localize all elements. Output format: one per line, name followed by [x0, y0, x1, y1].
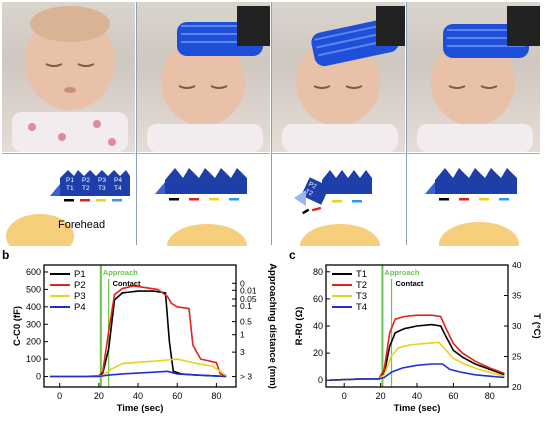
- schematic-1: Forehead P1 T1 P2 T2 P3 T3 P4 T4: [2, 153, 135, 258]
- right-tick-label: 30: [512, 321, 522, 331]
- x-tick-label: 0: [57, 391, 62, 401]
- tilted-label-t2: T2: [304, 188, 314, 198]
- legend-label-t4: T4: [356, 302, 367, 313]
- right-tick-label: > 3: [240, 372, 252, 382]
- series-line-p2: [49, 285, 227, 378]
- legend-label-p4: P4: [74, 302, 86, 313]
- series-line-p4: [49, 370, 227, 378]
- schematic-3: P2 T2: [272, 153, 405, 268]
- x-tick-label: 40: [133, 391, 143, 401]
- baby-photo-1: [2, 2, 135, 152]
- legend-label-t2: T2: [356, 280, 367, 291]
- sensor-label-p4: P4: [114, 177, 122, 184]
- y-tick-label: 200: [26, 337, 41, 347]
- right-tick-label: 3: [240, 347, 245, 357]
- series-line-t4: [329, 363, 505, 381]
- right-tick-label: 0.01: [240, 285, 257, 295]
- right-tick-label: 20: [512, 382, 522, 392]
- y-tick-label: 500: [26, 284, 41, 294]
- y-tick-label: 600: [26, 267, 41, 277]
- legend-label-p2: P2: [74, 280, 86, 291]
- contact-annotation: Contact: [113, 279, 141, 288]
- y-tick-label: 80: [313, 267, 323, 277]
- x-tick-label: 80: [211, 391, 221, 401]
- y-tick-label: 60: [313, 294, 323, 304]
- sensor-label-t3: T3: [98, 185, 106, 192]
- schematic-svg-1: Forehead P1 T1 P2 T2 P3 T3 P4 T4: [6, 170, 130, 258]
- right-tick-label: 0.5: [240, 317, 252, 327]
- schematic-svg-2: [155, 168, 247, 268]
- schematic-svg-4: [425, 168, 519, 266]
- right-tick-label: 40: [512, 260, 522, 270]
- schematic-svg-3: P2 T2: [294, 170, 380, 268]
- y-tick-label: 100: [26, 354, 41, 364]
- legend-label-t3: T3: [356, 291, 367, 302]
- chart-b: 0 20 40 60 80010020030040050060000.010.050.1…: [12, 263, 278, 414]
- x-tick-label: 80: [485, 391, 495, 401]
- panel-divider-3: [406, 2, 407, 245]
- approach-annotation: Approach: [384, 268, 419, 277]
- baby-illustration-2: [147, 6, 270, 152]
- chart-c: 0 20 40 60 80 0 20 40 60 80 20 25 30 35 40 Time (sec) R-…: [294, 260, 542, 414]
- x-axis-label: Time (sec): [117, 403, 164, 414]
- panel-divider-2: [271, 2, 272, 245]
- sensor-label-p1: P1: [66, 177, 74, 184]
- y-tick-label: 0: [36, 372, 41, 382]
- y-tick-label: 20: [313, 348, 323, 358]
- sensor-label-t4: T4: [114, 185, 122, 192]
- sensor-label-t1: T1: [66, 185, 74, 192]
- contact-annotation: Contact: [396, 279, 424, 288]
- legend-label-p3: P3: [74, 291, 86, 302]
- baby-illustration-3: [282, 6, 405, 152]
- baby-illustration-4: [417, 6, 540, 152]
- forehead-label: Forehead: [58, 219, 105, 231]
- tilted-label-p2: P2: [307, 181, 318, 191]
- sensor-label-p2: P2: [82, 177, 90, 184]
- legend-label-p1: P1: [74, 269, 86, 280]
- schematic-4: [407, 153, 540, 266]
- y-axis-label: R-R0 (Ω): [294, 307, 305, 346]
- baby-photo-2: [137, 2, 270, 152]
- y-tick-label: 40: [313, 321, 323, 331]
- baby-photo-3: [272, 2, 405, 152]
- y-tick-label: 300: [26, 319, 41, 329]
- sensor-label-p3: P3: [98, 177, 106, 184]
- series-line-t2: [329, 314, 505, 381]
- right-axis-label: T (°C): [531, 313, 542, 338]
- x-tick-label: 20: [94, 391, 104, 401]
- x-tick-label: 40: [412, 391, 422, 401]
- right-tick-label: 1: [240, 330, 245, 340]
- legend-label-t1: T1: [356, 269, 367, 280]
- series-line-t1: [329, 323, 505, 381]
- right-axis-label: Approaching distance (mm): [267, 263, 278, 389]
- right-tick-label: 35: [512, 291, 522, 301]
- schematic-2: [137, 153, 270, 268]
- panel-c-label: c: [289, 248, 296, 262]
- sensor-label-t2: T2: [82, 185, 90, 192]
- x-tick-label: 20: [376, 391, 386, 401]
- y-tick-label: 400: [26, 302, 41, 312]
- panel-b-label: b: [2, 248, 10, 262]
- baby-illustration-1: [12, 6, 128, 152]
- baby-photo-4: [407, 2, 540, 152]
- panel-divider-1: [136, 2, 137, 245]
- x-tick-label: 60: [448, 391, 458, 401]
- plot-frame: [43, 264, 237, 388]
- right-tick-label: 25: [512, 352, 522, 362]
- x-tick-label: 0: [342, 391, 347, 401]
- x-axis-label: Time (sec): [394, 403, 441, 414]
- y-tick-label: 0: [318, 375, 323, 385]
- right-tick-label: 0: [240, 278, 245, 288]
- series-line-t3: [329, 341, 505, 381]
- y-axis-label: C-C0 (fF): [12, 306, 23, 346]
- right-tick-label: 0.05: [240, 294, 257, 304]
- approach-annotation: Approach: [103, 268, 138, 277]
- x-tick-label: 60: [172, 391, 182, 401]
- right-tick-label: 0.1: [240, 301, 252, 311]
